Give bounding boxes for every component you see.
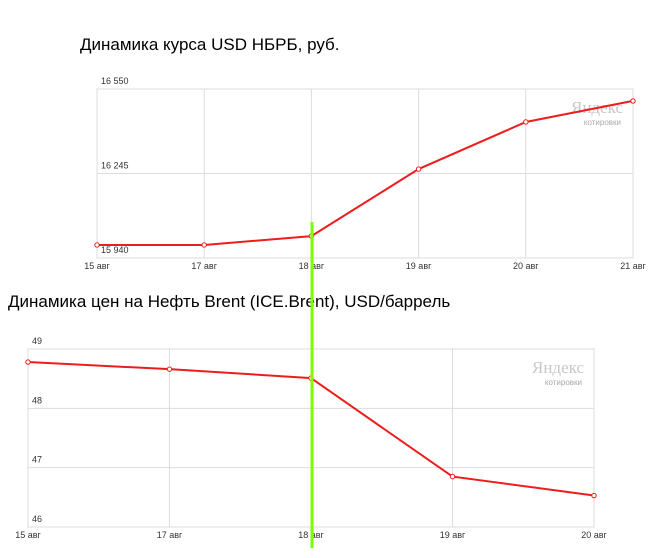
y-tick-label: 48 xyxy=(32,395,42,405)
y-tick-label: 46 xyxy=(32,514,42,524)
x-tick-label: 17 авг xyxy=(157,530,183,540)
x-tick-label: 15 авг xyxy=(84,261,110,271)
data-point xyxy=(630,98,636,104)
y-tick-label: 49 xyxy=(32,336,42,346)
watermark: котировки xyxy=(584,118,621,127)
watermark: Яндекс xyxy=(532,358,584,377)
chart-title: Динамика курса USD НБРБ, руб. xyxy=(80,35,340,54)
x-tick-label: 20 авг xyxy=(581,530,607,540)
data-point xyxy=(523,119,529,125)
data-point xyxy=(166,366,173,372)
x-tick-label: 19 авг xyxy=(440,530,466,540)
x-tick-label: 19 авг xyxy=(406,261,432,271)
series-line xyxy=(97,99,634,246)
data-point xyxy=(201,242,207,248)
x-tick-label: 21 авг xyxy=(620,261,646,271)
y-tick-label: 16 550 xyxy=(101,76,129,86)
x-tick-label: 15 авг xyxy=(15,530,41,540)
data-point xyxy=(94,242,100,248)
chart-title: Динамика цен на Нефть Brent (ICE.Brent),… xyxy=(8,292,450,311)
data-point xyxy=(449,473,456,480)
y-tick-label: 47 xyxy=(32,455,42,465)
data-point xyxy=(415,166,422,172)
x-tick-label: 20 авг xyxy=(513,261,539,271)
watermark: котировки xyxy=(545,378,582,387)
x-tick-label: 17 авг xyxy=(191,261,217,271)
y-tick-label: 15 940 xyxy=(101,245,129,255)
y-tick-label: 16 245 xyxy=(101,161,129,171)
data-point xyxy=(591,492,597,499)
data-point xyxy=(25,359,31,365)
